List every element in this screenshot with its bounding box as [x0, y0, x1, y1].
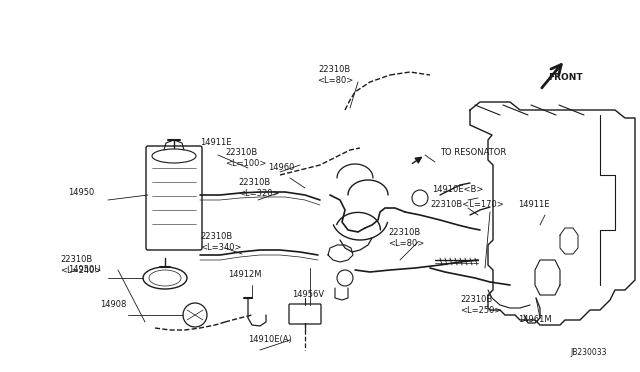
FancyBboxPatch shape [146, 146, 202, 250]
Text: 22310B: 22310B [388, 228, 420, 237]
Text: TO RESONATOR: TO RESONATOR [440, 148, 506, 157]
Text: 14961M: 14961M [518, 315, 552, 324]
Text: 14950U: 14950U [68, 265, 100, 274]
Text: 22310B: 22310B [60, 255, 92, 264]
Text: 22310B: 22310B [225, 148, 257, 157]
Text: 22310B: 22310B [200, 232, 232, 241]
Text: 14911E: 14911E [200, 138, 232, 147]
Text: 14911E: 14911E [518, 200, 550, 209]
Text: 14908: 14908 [100, 300, 126, 309]
FancyBboxPatch shape [289, 304, 321, 324]
Text: 14912M: 14912M [228, 270, 262, 279]
Text: <L=80>: <L=80> [317, 76, 353, 85]
Text: 14910E(A): 14910E(A) [248, 335, 292, 344]
Text: <L=340>: <L=340> [200, 243, 241, 252]
Text: <L=240>: <L=240> [60, 266, 101, 275]
Text: <L=250>: <L=250> [460, 306, 501, 315]
Text: 22310B<L=170>: 22310B<L=170> [430, 200, 504, 209]
Text: 14956V: 14956V [292, 290, 324, 299]
Text: JB230033: JB230033 [570, 348, 607, 357]
Text: FRONT: FRONT [548, 73, 582, 82]
Text: 14910E<B>: 14910E<B> [432, 185, 483, 194]
Text: <L=320>: <L=320> [238, 189, 280, 198]
Text: <L=100>: <L=100> [225, 159, 266, 168]
Text: 22310B: 22310B [460, 295, 492, 304]
Text: 22310B: 22310B [319, 65, 351, 74]
Text: <L=80>: <L=80> [388, 239, 424, 248]
Text: 22310B: 22310B [238, 178, 270, 187]
Text: 14950: 14950 [68, 188, 94, 197]
Text: 14960: 14960 [268, 163, 294, 172]
